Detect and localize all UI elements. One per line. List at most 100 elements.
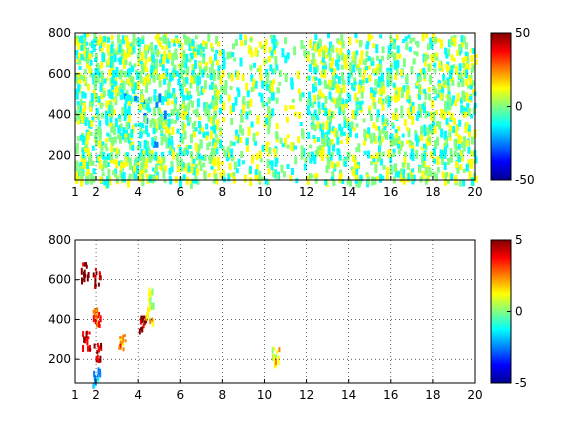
heatmap-cell xyxy=(198,158,202,165)
heatmap-cell xyxy=(346,178,350,185)
heatmap-cell xyxy=(446,61,450,66)
heatmap-cell xyxy=(254,140,257,146)
heatmap-cell xyxy=(117,114,121,119)
heatmap-cell xyxy=(328,80,332,85)
heatmap-cell xyxy=(353,54,357,60)
heatmap-cell xyxy=(136,71,140,80)
heatmap-cell xyxy=(250,50,254,58)
heatmap-cell xyxy=(178,40,182,48)
heatmap-cell xyxy=(339,173,343,178)
heatmap-cell xyxy=(271,347,274,354)
heatmap-cell xyxy=(468,170,472,180)
heatmap-cell xyxy=(330,138,334,145)
heatmap-cell xyxy=(314,68,318,75)
heatmap-cell xyxy=(221,146,225,151)
heatmap-cell xyxy=(468,129,471,138)
heatmap-cell xyxy=(181,103,185,109)
heatmap-cell xyxy=(101,164,105,172)
heatmap-cell xyxy=(146,141,149,149)
heatmap-cell xyxy=(354,33,358,39)
heatmap-cell xyxy=(394,171,398,178)
heatmap-cell xyxy=(146,104,150,109)
heatmap-cell xyxy=(295,178,299,184)
heatmap-cell xyxy=(445,63,449,69)
heatmap-cell xyxy=(186,66,190,76)
heatmap-cell xyxy=(430,42,434,50)
heatmap-cell xyxy=(454,65,458,75)
heatmap-cell xyxy=(462,63,466,68)
heatmap-cell xyxy=(367,65,371,70)
heatmap-cell xyxy=(341,179,345,185)
heatmap-cell xyxy=(75,50,79,56)
heatmap-cell xyxy=(125,52,129,58)
heatmap-cell xyxy=(136,54,140,60)
heatmap-cell xyxy=(215,59,219,66)
heatmap-cell xyxy=(185,53,189,62)
heatmap-cell xyxy=(470,114,474,119)
heatmap-cell xyxy=(299,92,302,102)
heatmap-cell xyxy=(83,135,87,142)
heatmap-cell xyxy=(390,122,394,127)
heatmap-cell xyxy=(458,43,462,51)
heatmap-cell xyxy=(274,131,278,137)
heatmap-cell xyxy=(161,62,165,72)
x-tick-label: 18 xyxy=(425,185,440,199)
heatmap-cell xyxy=(181,84,184,91)
heatmap-cell xyxy=(244,174,247,179)
heatmap-cell xyxy=(423,88,427,94)
heatmap-cell xyxy=(375,117,379,122)
heatmap-cell xyxy=(213,90,217,99)
heatmap-cell xyxy=(197,121,201,128)
heatmap-cell xyxy=(403,156,407,165)
heatmap-cell xyxy=(93,370,96,377)
heatmap-cell xyxy=(116,134,120,139)
heatmap-cell xyxy=(380,72,384,82)
heatmap-cell xyxy=(346,133,350,140)
heatmap-cell xyxy=(174,37,178,44)
heatmap-cell xyxy=(309,39,313,49)
heatmap-cell xyxy=(98,311,101,316)
heatmap-cell xyxy=(155,95,159,103)
heatmap-cell xyxy=(85,331,88,339)
heatmap-cell xyxy=(344,103,348,109)
heatmap-cell xyxy=(173,52,177,58)
heatmap-cell xyxy=(421,33,425,42)
heatmap-cell xyxy=(183,147,187,156)
heatmap-cell xyxy=(378,145,381,154)
heatmap-cell xyxy=(313,109,317,116)
heatmap-cell xyxy=(457,143,461,150)
heatmap-cell xyxy=(199,139,203,149)
heatmap-cell xyxy=(92,309,95,314)
heatmap-cell xyxy=(457,156,461,163)
heatmap-cell xyxy=(134,123,138,128)
heatmap-cell xyxy=(180,69,184,79)
heatmap-cell xyxy=(155,175,159,181)
heatmap-cell xyxy=(306,99,310,105)
heatmap-cell xyxy=(146,46,150,50)
heatmap-cell xyxy=(328,53,332,62)
heatmap-cell xyxy=(325,84,329,90)
heatmap-cell xyxy=(449,125,453,132)
heatmap-cell xyxy=(350,121,354,130)
heatmap-cell xyxy=(134,171,138,180)
heatmap-cell xyxy=(385,96,388,104)
heatmap-cell xyxy=(297,136,301,144)
heatmap-cell xyxy=(125,89,129,98)
heatmap-cell xyxy=(399,87,403,91)
heatmap-cell xyxy=(214,96,218,106)
heatmap-cell xyxy=(212,72,216,81)
heatmap-cell xyxy=(113,126,116,136)
heatmap-cell xyxy=(171,127,175,135)
heatmap-cell xyxy=(337,76,341,84)
heatmap-cell xyxy=(214,174,218,181)
heatmap-cell xyxy=(144,115,148,124)
heatmap-cell xyxy=(217,162,221,171)
heatmap-cell xyxy=(89,59,93,66)
heatmap-cell xyxy=(336,63,340,71)
heatmap-cell xyxy=(167,92,170,99)
heatmap-cell xyxy=(381,175,385,181)
heatmap-cell xyxy=(424,144,428,150)
heatmap-cell xyxy=(106,162,110,167)
heatmap-cell xyxy=(95,93,99,102)
heatmap-cell xyxy=(144,168,148,173)
